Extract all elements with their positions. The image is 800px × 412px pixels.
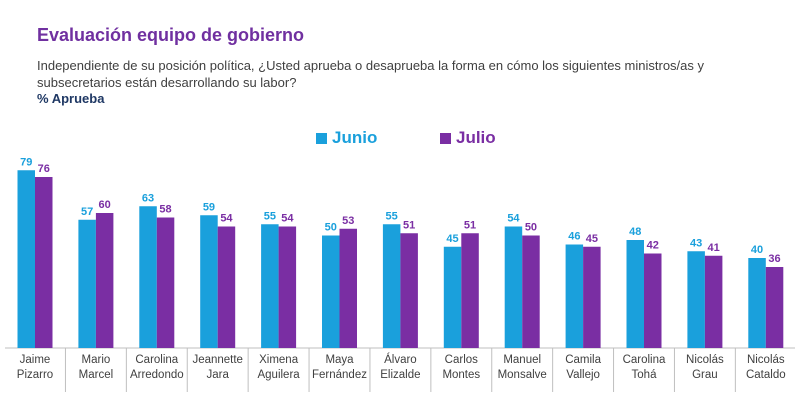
legend-item-julio: Julio xyxy=(440,128,496,148)
x-tick-label: Carlos xyxy=(445,354,478,366)
data-label-julio: 54 xyxy=(220,213,233,225)
data-label-julio: 53 xyxy=(342,215,354,227)
x-tick-label: Marcel xyxy=(79,369,114,381)
bar-junio xyxy=(322,235,340,348)
x-tick-label: Nicolás xyxy=(747,354,785,366)
bar-junio xyxy=(17,170,35,348)
x-tick-label: Manuel xyxy=(503,354,541,366)
data-label-julio: 76 xyxy=(38,163,50,175)
x-tick-label: Carolina xyxy=(135,354,178,366)
bar-julio xyxy=(704,255,723,348)
x-tick-label: Ximena xyxy=(259,354,299,366)
x-tick-label: Jara xyxy=(207,369,230,381)
bar-julio xyxy=(583,246,601,348)
bar-julio xyxy=(461,233,479,348)
x-tick-label: Tohá xyxy=(632,369,658,381)
bar-junio xyxy=(78,219,96,348)
legend-swatch-julio xyxy=(440,132,451,144)
data-label-julio: 51 xyxy=(464,219,476,231)
x-tick-label: Pizarro xyxy=(17,369,53,381)
bar-junio xyxy=(504,226,523,348)
legend-swatch-junio xyxy=(316,132,327,144)
data-label-julio: 42 xyxy=(647,240,659,252)
x-tick-label: Monsalve xyxy=(498,369,547,381)
data-label-julio: 45 xyxy=(586,233,598,245)
chart-title: Evaluación equipo de gobierno xyxy=(37,25,305,45)
bar-julio xyxy=(400,233,418,348)
x-tick-label: Maya xyxy=(325,354,354,366)
data-label-julio: 60 xyxy=(99,199,111,211)
x-tick-label: Arredondo xyxy=(130,369,184,381)
x-tick-label: Camila xyxy=(565,354,601,366)
legend-item-junio: Junio xyxy=(316,128,377,148)
data-label-junio: 55 xyxy=(386,210,398,222)
x-tick-label: Cataldo xyxy=(746,369,786,381)
x-tick-label: Nicolás xyxy=(686,354,724,366)
data-label-junio: 63 xyxy=(142,192,154,204)
data-label-junio: 45 xyxy=(446,233,458,245)
legend-label-junio: Junio xyxy=(332,128,378,147)
bar-junio xyxy=(748,258,766,348)
data-label-junio: 55 xyxy=(264,210,276,222)
bar-junio xyxy=(626,240,644,348)
bar-junio xyxy=(382,224,401,348)
data-label-junio: 54 xyxy=(507,213,520,225)
bar-junio xyxy=(687,251,705,348)
bar-julio xyxy=(35,177,53,348)
data-label-junio: 43 xyxy=(690,237,702,249)
bar-julio xyxy=(95,213,114,348)
x-tick-label: Carolina xyxy=(623,354,666,366)
data-label-junio: 46 xyxy=(568,231,580,243)
data-label-junio: 79 xyxy=(20,156,32,168)
x-tick-label: Montes xyxy=(442,369,480,381)
chart-subtitle: Independiente de su posición política, ¿… xyxy=(37,58,704,90)
data-label-julio: 41 xyxy=(708,242,720,254)
x-tick-label: Aguilera xyxy=(257,369,300,381)
data-label-julio: 58 xyxy=(159,204,171,216)
bar-julio xyxy=(278,226,297,348)
data-label-junio: 40 xyxy=(751,244,763,256)
data-label-junio: 57 xyxy=(81,206,93,218)
bar-junio xyxy=(443,246,462,348)
x-tick-label: Mario xyxy=(82,354,111,366)
x-tick-label: Fernández xyxy=(312,369,367,381)
bar-junio xyxy=(261,224,279,348)
bar-junio xyxy=(139,206,157,348)
x-tick-label: Grau xyxy=(692,369,718,381)
data-label-junio: 59 xyxy=(203,201,215,213)
bar-junio xyxy=(565,244,584,348)
legend-label-julio: Julio xyxy=(456,128,496,147)
bar-julio xyxy=(522,235,540,348)
data-label-julio: 36 xyxy=(768,253,780,265)
bar-junio xyxy=(200,215,218,348)
bar-julio xyxy=(765,267,784,348)
bar-julio xyxy=(339,228,357,348)
data-label-junio: 48 xyxy=(629,226,641,238)
x-tick-label: Jaime xyxy=(20,354,51,366)
data-label-julio: 50 xyxy=(525,222,537,234)
metric-label: % Aprueba xyxy=(37,91,105,106)
x-tick-label: Álvaro xyxy=(384,353,417,366)
x-tick-label: Elizalde xyxy=(380,369,420,381)
bar-julio xyxy=(156,217,175,348)
x-tick-label: Jeannette xyxy=(192,354,243,366)
data-label-julio: 54 xyxy=(281,213,294,225)
data-label-julio: 51 xyxy=(403,219,415,231)
bar-julio xyxy=(217,226,236,348)
data-label-junio: 50 xyxy=(325,222,337,234)
x-tick-label: Vallejo xyxy=(566,369,600,381)
bar-julio xyxy=(644,253,662,348)
